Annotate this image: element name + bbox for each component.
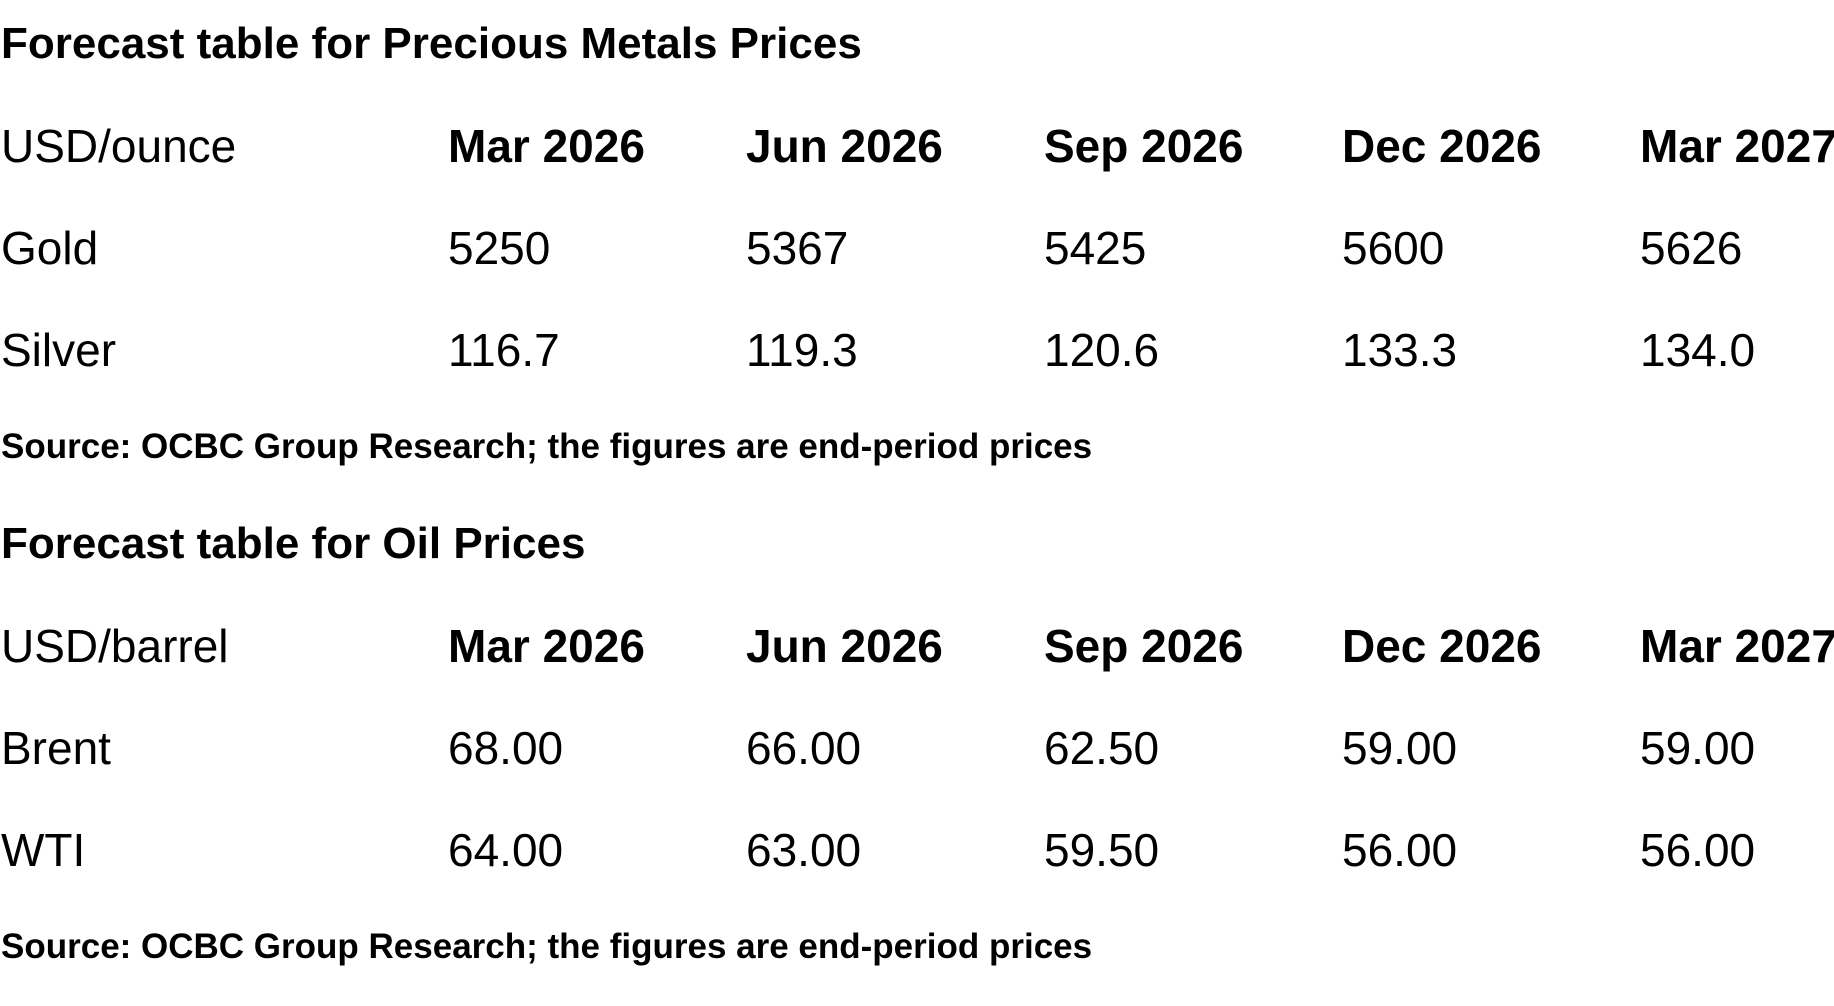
column-header: Dec 2026 (1342, 120, 1542, 172)
source-note: Source: OCBC Group Research; the figures… (1, 927, 1093, 966)
table-header-row: USD/barrel Mar 2026 Jun 2026 Sep 2026 De… (0, 616, 1834, 676)
table-cell: 68.00 (448, 722, 564, 774)
table-cell: 5626 (1640, 222, 1743, 274)
column-header: Sep 2026 (1044, 620, 1244, 672)
table-cell: 120.6 (1044, 324, 1160, 376)
column-header: Dec 2026 (1342, 620, 1542, 672)
table-cell: 116.7 (448, 324, 560, 376)
table-cell: 119.3 (746, 324, 858, 376)
table-cell: 62.50 (1044, 722, 1160, 774)
table-title: Forecast table for Oil Prices (1, 519, 586, 568)
table-cell: 5425 (1044, 222, 1147, 274)
row-label: Brent (1, 722, 111, 774)
column-header: Mar 2027 (1640, 120, 1834, 172)
table-cell: 5250 (448, 222, 551, 274)
table-cell: 66.00 (746, 722, 862, 774)
table-cell: 59.00 (1640, 722, 1756, 774)
table-cell: 63.00 (746, 824, 862, 876)
column-header: Jun 2026 (746, 620, 943, 672)
table-row-gold: Gold 5250 5367 5425 5600 5626 (0, 218, 1834, 278)
table-title: Forecast table for Precious Metals Price… (1, 19, 862, 68)
table-row-silver: Silver 116.7 119.3 120.6 133.3 134.0 (0, 320, 1834, 380)
column-header: Sep 2026 (1044, 120, 1244, 172)
row-label: WTI (1, 824, 86, 876)
column-header: Mar 2027 (1640, 620, 1834, 672)
column-header: Mar 2026 (448, 120, 645, 172)
row-label: Silver (1, 324, 117, 376)
row-label: Gold (1, 222, 99, 274)
source-note: Source: OCBC Group Research; the figures… (1, 427, 1093, 466)
table-cell: 59.50 (1044, 824, 1160, 876)
unit-label: USD/ounce (1, 120, 237, 172)
column-header: Mar 2026 (448, 620, 645, 672)
column-header: Jun 2026 (746, 120, 943, 172)
table-row-wti: WTI 64.00 63.00 59.50 56.00 56.00 (0, 820, 1834, 880)
table-cell: 59.00 (1342, 722, 1458, 774)
unit-label: USD/barrel (1, 620, 229, 672)
table-row-brent: Brent 68.00 66.00 62.50 59.00 59.00 (0, 718, 1834, 778)
table-cell: 134.0 (1640, 324, 1756, 376)
table-cell: 56.00 (1342, 824, 1458, 876)
table-cell: 64.00 (448, 824, 564, 876)
table-cell: 133.3 (1342, 324, 1458, 376)
table-cell: 56.00 (1640, 824, 1756, 876)
table-header-row: USD/ounce Mar 2026 Jun 2026 Sep 2026 Dec… (0, 116, 1834, 176)
table-cell: 5367 (746, 222, 849, 274)
table-cell: 5600 (1342, 222, 1445, 274)
